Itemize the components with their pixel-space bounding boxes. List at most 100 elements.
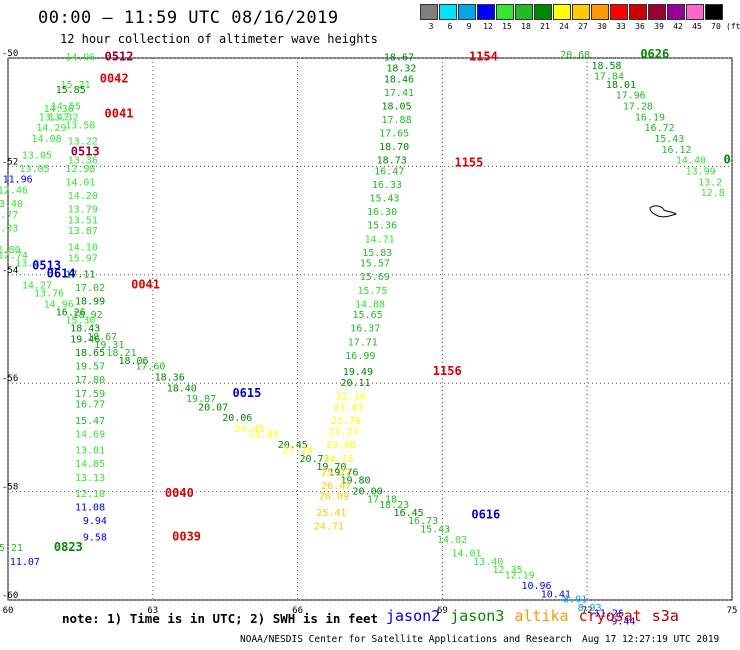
swh-value: 19.70 xyxy=(316,462,346,473)
swh-value: 18.06 xyxy=(118,356,148,367)
swh-value: 26.47 xyxy=(321,481,351,492)
swh-value: 16.45 xyxy=(394,508,424,519)
swh-value: 13.36 xyxy=(68,156,98,167)
swh-value: 16.33 xyxy=(372,180,402,191)
pass-time-label: 0512 xyxy=(105,50,134,64)
x-tick-label: 63 xyxy=(147,606,158,616)
swh-value: 9.58 xyxy=(83,532,107,543)
swh-value: 13.32 xyxy=(48,112,78,123)
swh-value: 13.13 xyxy=(75,473,105,484)
swh-value: 15.83 xyxy=(362,248,392,259)
x-tick-label: 69 xyxy=(437,606,448,616)
swh-value: 14.01 xyxy=(451,549,481,560)
swh-value: 10.96 xyxy=(521,581,551,592)
y-tick-label: -60 xyxy=(2,591,18,601)
colorbar-label: 9 xyxy=(466,22,472,31)
swh-value: 17.71 xyxy=(348,337,378,348)
colorbar-label: 36 xyxy=(635,22,645,31)
colorbar-swatch xyxy=(496,4,514,20)
swh-value: 13.87 xyxy=(68,226,98,237)
swh-value: 12.18 xyxy=(75,489,105,500)
colorbar-swatch xyxy=(534,4,552,20)
swh-value: 20.00 xyxy=(353,486,383,497)
swh-value: 18.65 xyxy=(75,348,105,359)
colorbar-label: 39 xyxy=(654,22,664,31)
swh-value: 15.57 xyxy=(360,259,390,270)
swh-value: 18.23 xyxy=(379,500,409,511)
swh-value: 16.30 xyxy=(367,207,397,218)
swh-value: 25.41 xyxy=(316,508,346,519)
swh-value: 18.92 xyxy=(73,310,103,321)
swh-value: 17.60 xyxy=(135,362,165,373)
swh-value: 12.46 xyxy=(0,186,28,197)
swh-value: 13.40 xyxy=(473,557,503,568)
swh-value: 14.71 xyxy=(365,234,395,245)
y-tick-label: -52 xyxy=(2,157,18,167)
swh-value: 18.70 xyxy=(379,142,409,153)
colorbar-label: 12 xyxy=(483,22,493,31)
swh-value: 14.01 xyxy=(65,177,95,188)
colorbar-label: 45 xyxy=(692,22,702,31)
swh-value: 18.36 xyxy=(155,372,185,383)
swh-value: 10.41 xyxy=(541,589,571,600)
swh-value: 14.20 xyxy=(68,191,98,202)
pass-time-label: 1154 xyxy=(469,50,498,64)
swh-value: 15.21 xyxy=(0,543,23,554)
swh-value: 18.05 xyxy=(381,101,411,112)
swh-value: 14.88 xyxy=(355,299,385,310)
swh-value: 16.99 xyxy=(345,351,375,362)
swh-value: 19.57 xyxy=(75,362,105,373)
swh-value: 21.34 xyxy=(283,446,313,457)
chart-subtitle: 12 hour collection of altimeter wave hei… xyxy=(60,32,378,46)
swh-value: 15.30 xyxy=(65,316,95,327)
swh-value: 19.49 xyxy=(343,367,373,378)
pass-time-label: 0513 xyxy=(32,258,61,272)
legend-entry: s3a xyxy=(651,607,679,625)
swh-value: 15.47 xyxy=(75,416,105,427)
swh-value: 13.05 xyxy=(19,164,49,175)
pass-time-label: 0 xyxy=(724,153,731,167)
swh-value: 12.35 xyxy=(493,565,523,576)
colorbar-swatch xyxy=(705,4,723,20)
x-tick-label: 60 xyxy=(3,606,14,616)
swh-value: 15.97 xyxy=(68,253,98,264)
swh-value: 17.41 xyxy=(384,88,414,99)
colorbar-swatch xyxy=(610,4,628,20)
colorbar-label: 42 xyxy=(673,22,683,31)
colorbar-swatch xyxy=(629,4,647,20)
colorbar-label: 27 xyxy=(578,22,588,31)
swh-value: 20.68 xyxy=(560,50,590,61)
colorbar-swatch xyxy=(439,4,457,20)
swh-value: 25.27 xyxy=(321,467,351,478)
swh-value: 19.46 xyxy=(70,335,100,346)
swh-value: 11.08 xyxy=(75,503,105,514)
swh-value: 14.08 xyxy=(32,134,62,145)
swh-value: 14.40 xyxy=(676,156,706,167)
swh-value: 11.96 xyxy=(3,175,33,186)
swh-value: 8.93 xyxy=(578,603,602,614)
colorbar-label: 18 xyxy=(521,22,531,31)
colorbar-label: 24 xyxy=(559,22,569,31)
swh-value: 18.67 xyxy=(384,53,414,64)
swh-value: 13.47 xyxy=(39,112,69,123)
swh-value: 12.77 xyxy=(0,210,18,221)
swh-value: 9.94 xyxy=(83,516,107,527)
colorbar-label: 33 xyxy=(616,22,626,31)
swh-value: 16.77 xyxy=(75,400,105,411)
swh-value: 14.69 xyxy=(75,429,105,440)
swh-value: 21.76 xyxy=(331,416,361,427)
swh-value: 18.73 xyxy=(377,156,407,167)
swh-value: 12.98 xyxy=(65,164,95,175)
swh-value: 26.09 xyxy=(319,492,349,503)
colorbar-swatch xyxy=(686,4,704,20)
swh-value: 20.07 xyxy=(198,402,228,413)
swh-value: 16.72 xyxy=(645,123,675,134)
swh-value: 18.43 xyxy=(70,324,100,335)
pass-time-label: 0041 xyxy=(131,277,160,291)
pass-time-label: 1156 xyxy=(433,364,462,378)
swh-value: 14.36 xyxy=(44,104,74,115)
swh-value: 21.43 xyxy=(333,402,363,413)
swh-value: 23.23 xyxy=(328,427,358,438)
swh-value: 8.91 xyxy=(563,595,587,606)
swh-value: 14.55 xyxy=(51,101,81,112)
